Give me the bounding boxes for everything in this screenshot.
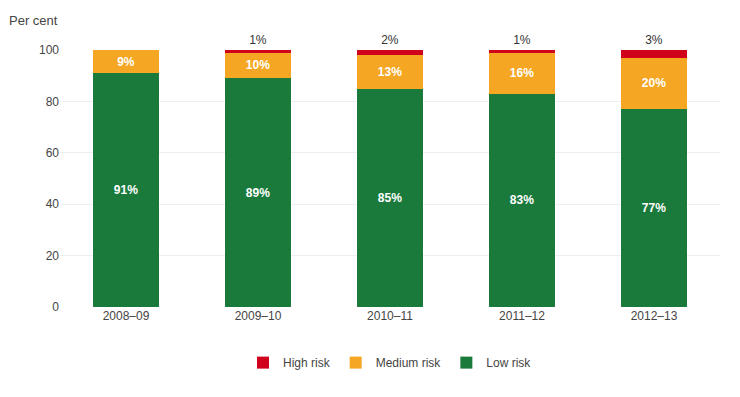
svg-text:2009–10: 2009–10: [235, 309, 282, 323]
svg-text:2012–13: 2012–13: [631, 309, 678, 323]
svg-text:85%: 85%: [378, 191, 402, 205]
svg-text:High risk: High risk: [283, 356, 331, 370]
svg-text:2008–09: 2008–09: [103, 309, 150, 323]
svg-text:40: 40: [46, 197, 60, 211]
svg-text:89%: 89%: [246, 186, 270, 200]
svg-text:0: 0: [52, 300, 59, 314]
svg-text:9%: 9%: [117, 55, 135, 69]
svg-text:91%: 91%: [114, 183, 138, 197]
svg-text:Medium risk: Medium risk: [376, 356, 442, 370]
svg-text:10%: 10%: [246, 58, 270, 72]
svg-text:20%: 20%: [642, 76, 666, 90]
svg-text:100: 100: [39, 43, 59, 57]
svg-text:80: 80: [46, 95, 60, 109]
svg-text:20: 20: [46, 249, 60, 263]
svg-text:77%: 77%: [642, 201, 666, 215]
svg-text:83%: 83%: [510, 193, 534, 207]
svg-text:13%: 13%: [378, 65, 402, 79]
svg-text:2011–12: 2011–12: [499, 309, 545, 323]
svg-text:2010–11: 2010–11: [367, 309, 413, 323]
svg-text:Low risk: Low risk: [486, 356, 531, 370]
svg-text:3%: 3%: [645, 33, 663, 47]
svg-text:1%: 1%: [249, 33, 267, 47]
svg-text:60: 60: [46, 146, 60, 160]
svg-text:Per cent: Per cent: [9, 13, 58, 28]
svg-text:16%: 16%: [510, 66, 534, 80]
svg-text:2%: 2%: [381, 33, 399, 47]
svg-text:1%: 1%: [513, 33, 531, 47]
